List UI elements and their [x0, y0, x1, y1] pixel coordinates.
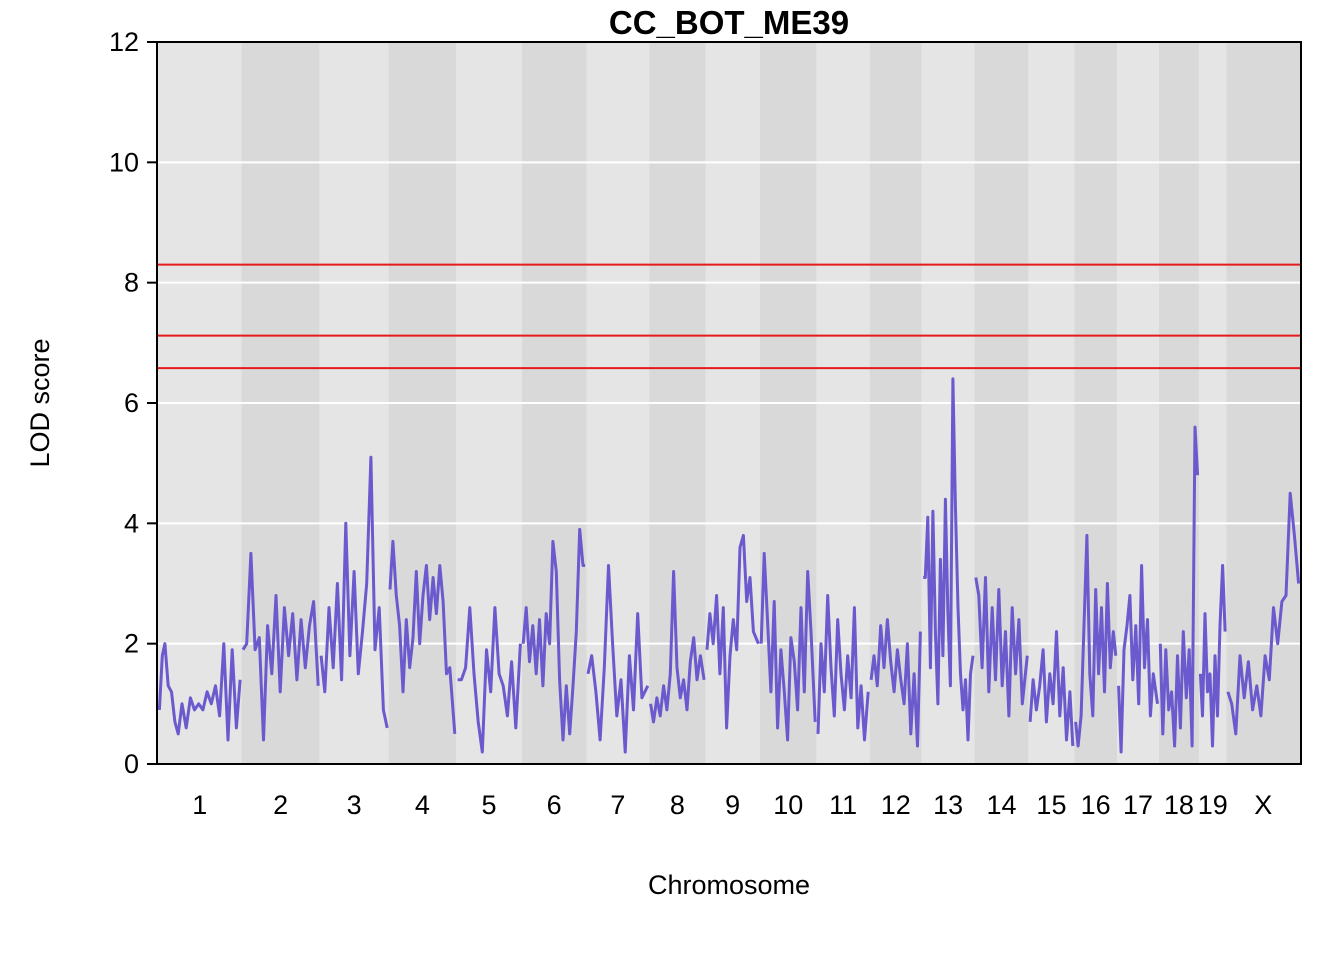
- lod-line-chr-4: [388, 539, 457, 735]
- x-axis: 1 2 3 4 5 6 7 8 9 10 11 12 13 14 15 16 17 18 19 X: [192, 790, 1272, 820]
- lod-line-chr-3: [319, 455, 389, 729]
- chart-title: CC_BOT_ME39: [609, 4, 849, 41]
- y-axis: 0 2 4 6 8 10 12: [109, 27, 157, 779]
- lod-line-chr-7: [586, 564, 650, 754]
- lod-line-chr-19: [1198, 564, 1227, 748]
- y-tick-label: 0: [124, 749, 139, 779]
- lod-line-chr-18: [1158, 425, 1200, 748]
- x-tick-label: X: [1254, 790, 1272, 820]
- lod-line-chr-9: [705, 533, 760, 730]
- lod-line-chr-12: [869, 618, 922, 748]
- x-tick-label: 19: [1198, 790, 1228, 820]
- x-axis-label: Chromosome: [648, 870, 810, 900]
- x-tick-label: 15: [1036, 790, 1066, 820]
- x-tick-label: 4: [415, 790, 430, 820]
- y-tick-label: 10: [109, 147, 139, 177]
- x-tick-label: 1: [192, 790, 207, 820]
- y-tick-label: 4: [124, 508, 139, 538]
- x-tick-label: 2: [273, 790, 288, 820]
- x-tick-label: 18: [1164, 790, 1194, 820]
- y-tick-label: 8: [124, 268, 139, 298]
- threshold-lines: [157, 263, 1301, 370]
- lod-line-chr-16: [1074, 533, 1118, 748]
- x-tick-label: 16: [1081, 790, 1111, 820]
- lod-line-chr-11: [816, 594, 870, 742]
- lod-line-chr-10: [759, 551, 817, 742]
- lod-line-chr-13: [923, 377, 975, 742]
- lod-line-chr-6: [521, 527, 586, 742]
- lod-line-chr-X: [1226, 491, 1301, 736]
- y-tick-label: 12: [109, 27, 139, 57]
- x-tick-label: 6: [547, 790, 562, 820]
- lod-series: [157, 377, 1301, 754]
- x-tick-label: 7: [610, 790, 625, 820]
- x-tick-label: 10: [773, 790, 803, 820]
- y-axis-label: LOD score: [25, 338, 55, 467]
- lod-line-chr-2: [241, 551, 320, 742]
- lod-line-chr-1: [157, 642, 242, 742]
- lod-line-chr-5: [457, 606, 522, 754]
- x-tick-label: 11: [829, 790, 857, 820]
- x-tick-label: 14: [987, 790, 1017, 820]
- lod-line-chr-8: [649, 570, 706, 724]
- x-tick-label: 3: [347, 790, 362, 820]
- lod-line-chr-15: [1028, 630, 1075, 747]
- x-tick-label: 12: [881, 790, 911, 820]
- x-tick-label: 13: [933, 790, 963, 820]
- x-tick-label: 17: [1123, 790, 1153, 820]
- y-tick-label: 6: [124, 388, 139, 418]
- x-tick-label: 9: [725, 790, 740, 820]
- lod-line-chr-17: [1117, 564, 1159, 754]
- x-tick-label: 8: [670, 790, 685, 820]
- y-tick-label: 2: [124, 629, 139, 659]
- lod-line-chr-14: [974, 576, 1029, 718]
- x-tick-label: 5: [482, 790, 497, 820]
- grid-lines: [157, 161, 1301, 645]
